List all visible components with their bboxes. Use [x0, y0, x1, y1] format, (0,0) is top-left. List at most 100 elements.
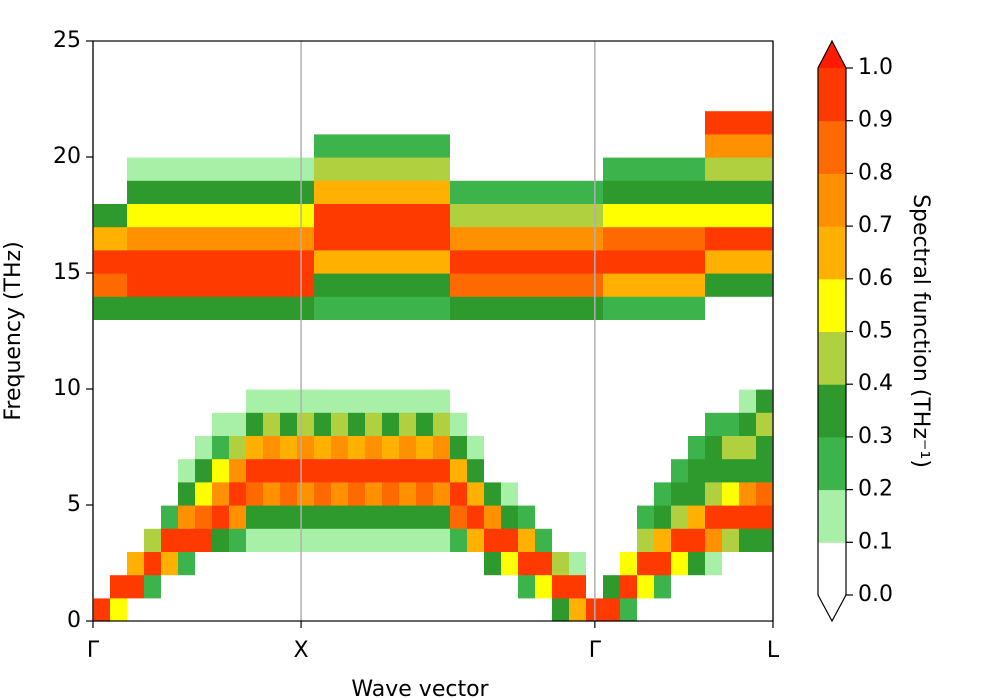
cell	[654, 342, 672, 367]
cell	[756, 412, 774, 436]
cell	[620, 505, 638, 529]
cell	[127, 319, 145, 344]
cell	[603, 481, 621, 506]
cell	[246, 528, 264, 552]
cell	[93, 574, 111, 599]
y-tick-label: 0	[67, 608, 81, 633]
cell	[620, 389, 638, 413]
cell	[144, 435, 162, 460]
cell	[603, 505, 621, 529]
cell	[654, 180, 672, 204]
cell	[603, 41, 621, 65]
cell	[552, 41, 570, 65]
cell	[671, 180, 689, 204]
cell	[756, 481, 774, 506]
cell	[484, 365, 502, 390]
cell	[246, 87, 264, 112]
cell	[552, 249, 570, 274]
cell	[484, 389, 502, 413]
cell	[110, 133, 128, 158]
cell	[212, 505, 230, 529]
cell	[365, 412, 383, 436]
cell	[705, 64, 723, 88]
cell	[110, 41, 128, 65]
cell	[756, 226, 774, 251]
cell	[484, 133, 502, 158]
cell	[178, 87, 196, 112]
cell	[263, 226, 281, 251]
cell	[246, 481, 264, 506]
cell	[501, 296, 519, 320]
cell	[535, 551, 553, 576]
cell	[620, 110, 638, 135]
cell	[552, 365, 570, 390]
cell	[705, 365, 723, 390]
cell	[382, 412, 400, 436]
cell	[722, 64, 740, 88]
cell	[93, 296, 111, 320]
cell	[331, 458, 349, 483]
cell	[399, 226, 417, 251]
cell	[178, 319, 196, 344]
cell	[501, 110, 519, 135]
cell	[348, 203, 366, 228]
cell	[399, 365, 417, 390]
cell	[314, 157, 332, 181]
cell	[552, 180, 570, 204]
cell	[127, 41, 145, 65]
cell	[450, 110, 468, 135]
cell	[110, 389, 128, 413]
cell	[705, 412, 723, 436]
cell	[331, 528, 349, 552]
cell	[484, 203, 502, 228]
cell	[501, 226, 519, 251]
cell	[110, 319, 128, 344]
cell	[654, 551, 672, 576]
cell	[450, 319, 468, 344]
cell	[501, 319, 519, 344]
cell	[93, 505, 111, 529]
cell	[229, 203, 247, 228]
cell	[297, 226, 315, 251]
cell	[382, 435, 400, 460]
cell	[756, 203, 774, 228]
cell	[705, 481, 723, 506]
cell	[246, 203, 264, 228]
cell	[535, 203, 553, 228]
cell	[331, 110, 349, 135]
cell	[620, 157, 638, 181]
cell	[535, 458, 553, 483]
cell	[654, 389, 672, 413]
cell	[756, 342, 774, 367]
cell	[637, 551, 655, 576]
cell	[518, 203, 536, 228]
cell	[280, 273, 298, 297]
cell	[722, 551, 740, 576]
cell	[127, 133, 145, 158]
cell	[382, 342, 400, 367]
cell	[280, 528, 298, 552]
cell	[246, 226, 264, 251]
cell	[501, 597, 519, 622]
cell	[450, 203, 468, 228]
cell	[552, 597, 570, 622]
cell	[229, 110, 247, 135]
cell	[212, 110, 230, 135]
cell	[637, 296, 655, 320]
cell	[144, 180, 162, 204]
cell	[416, 157, 434, 181]
cell	[501, 528, 519, 552]
cell	[161, 226, 179, 251]
cell	[416, 551, 434, 576]
cell	[297, 458, 315, 483]
cell	[739, 365, 757, 390]
cell	[739, 249, 757, 274]
cell	[450, 273, 468, 297]
cell	[382, 505, 400, 529]
cell	[365, 551, 383, 576]
cell	[416, 435, 434, 460]
cell	[280, 41, 298, 65]
cell	[399, 180, 417, 204]
cell	[722, 319, 740, 344]
cell	[518, 412, 536, 436]
